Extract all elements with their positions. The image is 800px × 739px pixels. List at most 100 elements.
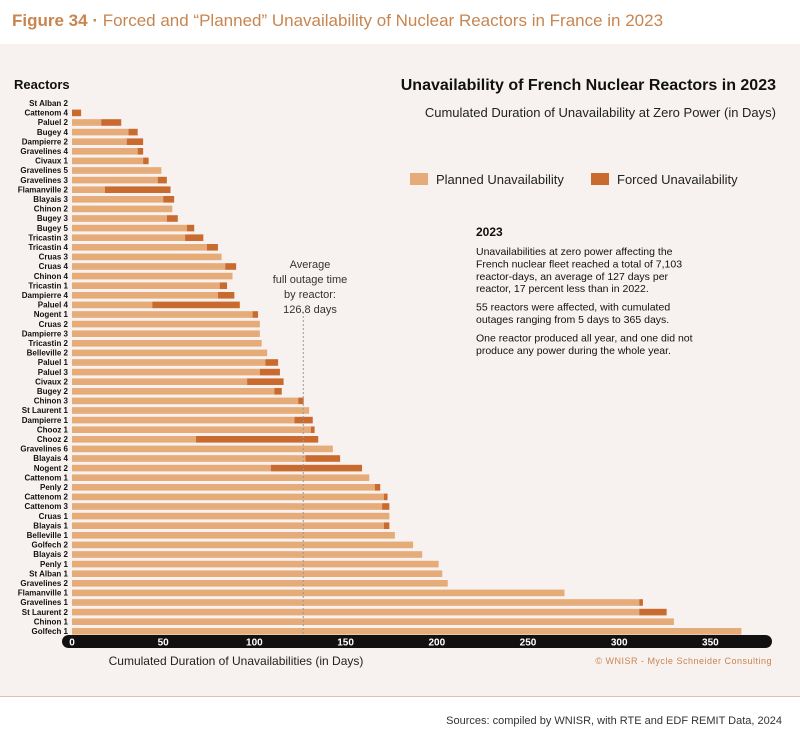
average-label: by reactor:: [284, 289, 336, 301]
x-tick-label: 200: [428, 638, 445, 649]
bar-planned: [72, 493, 384, 501]
reactor-label: Chooz 2: [37, 435, 69, 444]
bar-planned: [72, 138, 127, 145]
bar-forced: [185, 234, 204, 241]
bar-planned: [72, 368, 260, 376]
note-heading: 2023: [476, 225, 503, 239]
legend-swatch-forced: [591, 173, 609, 185]
x-tick-label: 300: [611, 638, 628, 649]
reactor-label: Tricastin 1: [28, 281, 68, 290]
reactor-label: Golfech 1: [32, 627, 69, 636]
reactor-label: Belleville 2: [27, 349, 69, 358]
source-note: Sources: compiled by WNISR, with RTE and…: [446, 715, 782, 727]
reactor-label: Chinon 2: [34, 205, 69, 214]
legend-label-planned: Planned Unavailability: [436, 172, 564, 187]
reactor-label: Flamanville 1: [18, 589, 69, 598]
reactor-label: Paluel 4: [38, 301, 69, 310]
reactor-label: Nogent 2: [34, 464, 69, 473]
bar-planned: [72, 244, 207, 251]
bar-planned: [72, 570, 443, 577]
bar-planned: [72, 148, 138, 155]
bar-planned: [72, 186, 105, 193]
bar-planned: [72, 388, 275, 395]
reactor-label: Blayais 3: [33, 195, 68, 204]
note-line: Unavailabilities at zero power affecting…: [476, 246, 673, 258]
x-tick-label: 350: [702, 638, 719, 649]
note-line: produce any power during the whole year.: [476, 345, 671, 357]
reactor-label: Civaux 1: [35, 157, 68, 166]
reactor-label: Golfech 2: [32, 541, 69, 550]
bar-planned: [72, 215, 167, 222]
bar-planned: [72, 263, 226, 270]
note-line: reactor, 17 percent less than in 2022.: [476, 283, 649, 295]
bar-planned: [72, 445, 333, 453]
x-tick-label: 150: [337, 638, 354, 649]
summary-note: 2023 Unavailabilities at zero power affec…: [476, 225, 693, 357]
reactor-label: Blayais 2: [33, 550, 68, 559]
bar-forced: [152, 301, 240, 309]
reactor-label: Cattenom 4: [24, 109, 68, 118]
reactor-label: Cruas 4: [39, 262, 69, 271]
reactor-unavailability-chart: Reactors Unavailability of French Nuclea…: [14, 77, 776, 668]
bar-forced: [310, 426, 315, 433]
reactor-label: Blayais 4: [33, 454, 68, 463]
bar-planned: [72, 426, 311, 433]
reactor-label: Chinon 3: [34, 397, 69, 406]
reactor-label: Bugey 4: [37, 128, 69, 137]
figure-title-text: Forced and “Planned” Unavailability of N…: [102, 11, 664, 30]
bar-planned: [72, 512, 390, 520]
bar-planned: [72, 551, 423, 558]
bar-planned: [72, 541, 414, 549]
bar-planned: [72, 503, 383, 510]
y-axis-title: Reactors: [14, 77, 70, 92]
bar-forced: [265, 359, 279, 366]
bar-planned: [72, 157, 144, 165]
bar-planned: [72, 119, 102, 126]
x-tick-label: 50: [158, 638, 170, 649]
reactor-label: Gravelines 1: [20, 598, 68, 607]
reactor-label: Belleville 1: [27, 531, 69, 540]
bar-forced: [126, 138, 144, 145]
bar-forced: [186, 224, 195, 232]
reactor-label: St Alban 2: [29, 99, 68, 108]
note-line: French nuclear fleet reached a total of …: [476, 258, 682, 270]
reactor-label: Dampierre 1: [22, 416, 69, 425]
reactor-label: Gravelines 5: [20, 166, 68, 175]
bar-planned: [72, 320, 260, 328]
average-marker: Average full outage time by reactor: 126.8 …: [273, 259, 348, 636]
reactor-label: St Laurent 2: [22, 608, 69, 617]
bar-planned: [72, 292, 218, 299]
reactor-label: St Alban 1: [29, 569, 68, 578]
bar-planned: [72, 522, 384, 529]
bar-forced: [252, 311, 259, 318]
legend: Planned Unavailability Forced Unavailabi…: [410, 172, 738, 187]
reactor-label: Dampierre 2: [22, 137, 69, 146]
bar-planned: [72, 282, 220, 289]
bar-forced: [383, 522, 390, 529]
bar-forced: [383, 493, 388, 501]
reactor-label: Chinon 4: [34, 272, 69, 281]
bar-forced: [225, 263, 237, 270]
reactor-label: Cattenom 2: [24, 493, 68, 502]
reactor-label: Gravelines 4: [20, 147, 68, 156]
reactor-label: Gravelines 2: [20, 579, 68, 588]
reactor-label: Nogent 1: [34, 310, 69, 319]
average-label: full outage time: [273, 274, 348, 286]
bar-forced: [137, 148, 144, 155]
chart-credit: © WNISR - Mycle Schneider Consulting: [595, 656, 772, 666]
x-axis-title: Cumulated Duration of Unavailabilities (…: [109, 654, 364, 668]
legend-label-forced: Forced Unavailability: [617, 172, 738, 187]
bar-forced: [382, 503, 390, 510]
x-axis-bar: [62, 635, 772, 648]
bar-planned: [72, 628, 742, 635]
x-axis: 0 50 100 150 200 250 300 350: [62, 635, 772, 649]
legend-swatch-planned: [410, 173, 428, 185]
bar-planned: [72, 253, 222, 261]
bar-planned: [72, 416, 295, 424]
bar-planned: [72, 205, 173, 213]
bar-forced: [374, 484, 381, 491]
chart-panel: Reactors Unavailability of French Nuclea…: [0, 44, 800, 697]
reactor-label: Blayais 1: [33, 521, 68, 530]
bar-planned: [72, 608, 640, 616]
